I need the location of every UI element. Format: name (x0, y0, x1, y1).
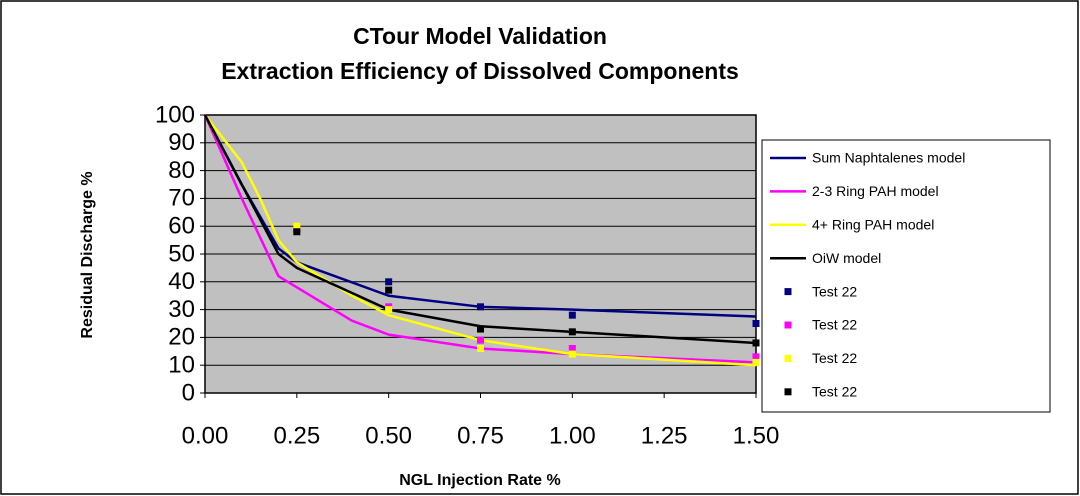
x-tick-label: 0.75 (457, 422, 504, 449)
data-point (568, 311, 576, 319)
series-line (204, 114, 757, 367)
series-line (203, 114, 757, 345)
x-tick-label: 1.50 (733, 422, 780, 449)
y-axis-label: Residual Discharge % (79, 171, 96, 338)
x-axis-label: NGL Injection Rate % (399, 472, 561, 489)
legend-label: Sum Naphtalenes model (812, 150, 965, 166)
data-point (568, 350, 576, 358)
y-tick-label: 0 (182, 379, 195, 406)
legend-box (761, 139, 1051, 413)
y-tick-label: 20 (168, 324, 195, 351)
data-point (293, 222, 301, 230)
data-point (752, 353, 760, 361)
data-point (752, 358, 760, 366)
x-tick-label: 1.25 (641, 422, 688, 449)
legend-marker (784, 388, 792, 396)
legend-label: Test 22 (812, 384, 857, 400)
y-tick-label: 90 (168, 129, 195, 156)
y-tick-label: 30 (168, 296, 195, 323)
legend-marker (784, 354, 792, 362)
legend-label: OiW model (812, 250, 881, 266)
data-point (752, 339, 760, 347)
data-point (477, 325, 484, 333)
legend-label: Test 22 (812, 317, 857, 333)
data-point (477, 345, 484, 353)
series-line (203, 114, 757, 364)
chart-subtitle: Extraction Efficiency of Dissolved Compo… (221, 58, 739, 84)
data-point (477, 336, 484, 344)
data-point (477, 303, 484, 311)
data-point (568, 345, 576, 353)
y-tick-label: 10 (168, 352, 195, 379)
y-tick-label: 60 (168, 213, 195, 240)
plot-border (204, 114, 757, 394)
x-tick-label: 0.25 (273, 422, 320, 449)
x-tick-label: 1.00 (549, 422, 596, 449)
legend-marker (784, 321, 792, 329)
x-tick-label: 0.00 (182, 422, 229, 449)
legend-label: 2-3 Ring PAH model (812, 183, 939, 199)
legend-marker (784, 288, 792, 296)
data-point (385, 306, 393, 314)
legend-label: Test 22 (812, 283, 857, 299)
y-tick-label: 70 (168, 185, 195, 212)
y-tick-label: 50 (168, 240, 195, 267)
data-point (385, 278, 393, 286)
y-tick-label: 80 (168, 157, 195, 184)
data-point (568, 328, 576, 336)
x-tick-label: 0.50 (365, 422, 412, 449)
data-point (385, 286, 393, 294)
y-tick-label: 100 (155, 101, 195, 128)
data-point (293, 228, 301, 236)
data-point (752, 320, 760, 327)
legend-label: 4+ Ring PAH model (812, 217, 934, 233)
y-tick-label: 40 (168, 268, 195, 295)
chart-title: CTour Model Validation (353, 23, 607, 49)
legend-label: Test 22 (812, 350, 857, 366)
